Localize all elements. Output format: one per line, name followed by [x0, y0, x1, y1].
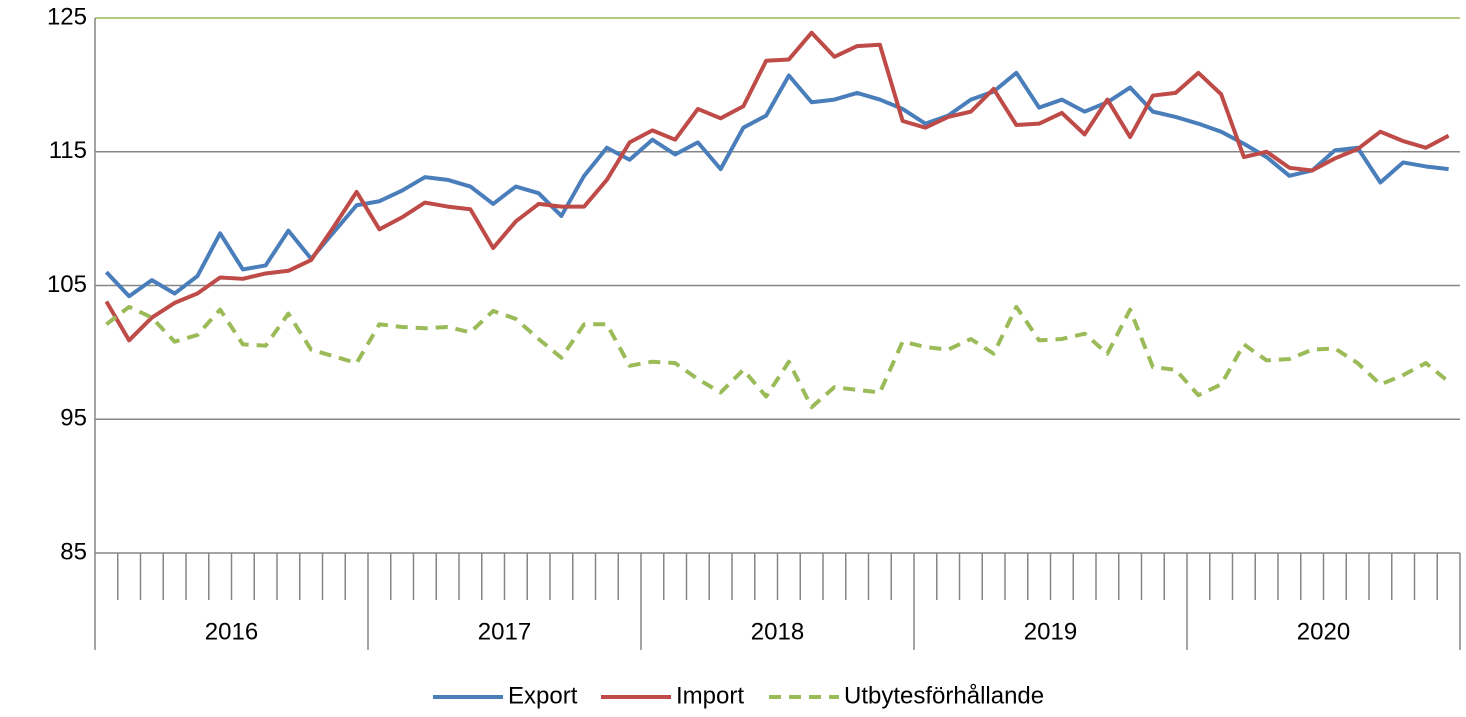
- legend-label: Utbytesförhållande: [844, 682, 1044, 709]
- y-tick-label: 95: [60, 405, 87, 432]
- x-group-label: 2020: [1297, 618, 1350, 645]
- series-line: [104, 30, 1450, 343]
- series-line: [105, 304, 1450, 410]
- legend-label: Import: [676, 682, 744, 709]
- legend-label: Export: [508, 682, 578, 709]
- x-group-label: 2018: [751, 618, 804, 645]
- y-tick-label: 115: [49, 137, 87, 164]
- y-tick-label: 125: [47, 3, 87, 30]
- series-line: [104, 70, 1449, 299]
- y-tick-label: 105: [47, 271, 87, 298]
- x-group-label: 2017: [478, 618, 531, 645]
- x-group-label: 2019: [1024, 618, 1077, 645]
- y-tick-label: 85: [60, 538, 87, 565]
- x-group-label: 2016: [205, 618, 258, 645]
